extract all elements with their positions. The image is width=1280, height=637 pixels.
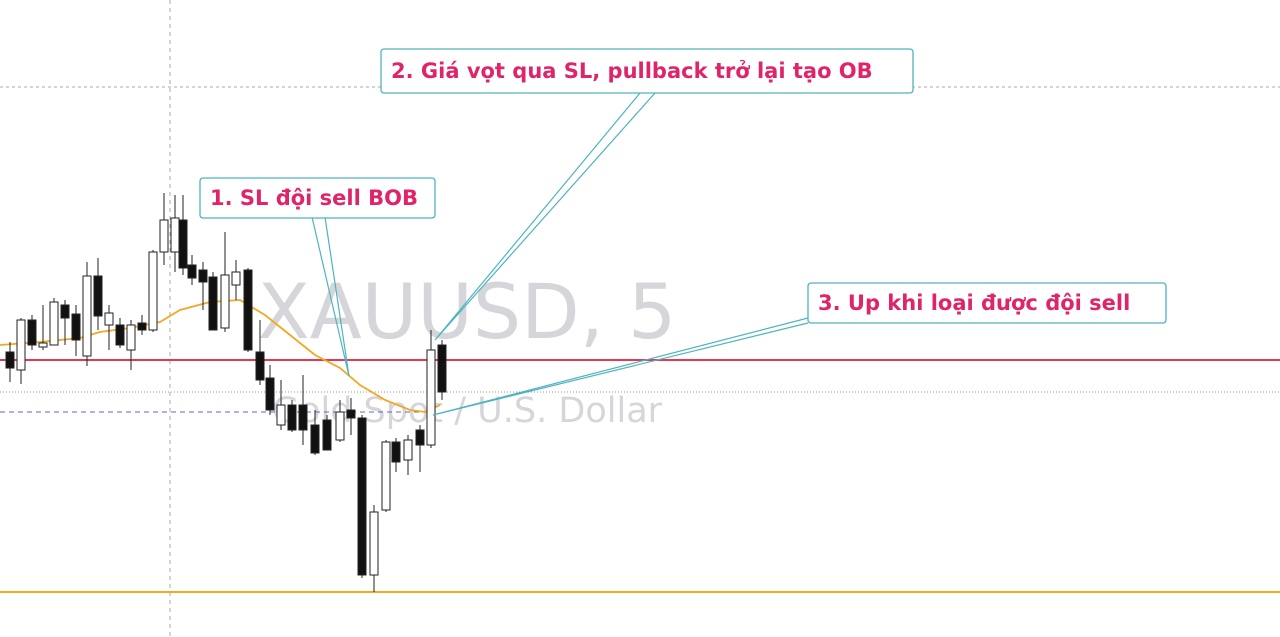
annotation-text: 2. Giá vọt qua SL, pullback trở lại tạo … <box>391 59 873 83</box>
candle-body <box>170 217 180 253</box>
candle-body <box>198 269 208 283</box>
candle-body <box>82 275 92 357</box>
candle-body <box>403 439 413 461</box>
candle-body <box>71 313 81 341</box>
candles <box>5 193 447 592</box>
annotation-text: 3. Up khi loại được đội sell <box>818 291 1130 315</box>
annotation-box <box>199 177 436 219</box>
candle-body <box>287 404 297 431</box>
candle-body <box>137 322 147 331</box>
candle-body <box>437 344 447 393</box>
annotation: 1. SL đội sell BOB <box>199 177 436 377</box>
annotation-box <box>807 282 1167 324</box>
candle-body <box>148 251 158 331</box>
candle-body <box>243 269 253 351</box>
candle-body <box>93 275 103 317</box>
annotation-text: 1. SL đội sell BOB <box>210 186 418 210</box>
candle-body <box>27 319 37 346</box>
candle-body <box>310 424 320 454</box>
candle-body <box>255 351 265 381</box>
annotation: 2. Giá vọt qua SL, pullback trở lại tạo … <box>380 48 914 341</box>
watermark-symbol: XAUUSD, 5 <box>258 267 677 356</box>
candle-body <box>60 304 70 319</box>
callout <box>432 317 809 416</box>
candle-body <box>159 219 169 253</box>
candle-body <box>369 511 379 576</box>
callout <box>434 92 656 341</box>
candle-body <box>265 377 275 411</box>
candle-body <box>231 271 241 286</box>
candle-body <box>104 312 114 326</box>
candle-body <box>126 324 136 351</box>
candle-body <box>276 404 286 426</box>
annotation-box <box>380 48 914 94</box>
candle-body <box>208 276 218 331</box>
candle-body <box>220 274 230 329</box>
candle-body <box>391 441 401 463</box>
candle-body <box>16 319 26 371</box>
callout <box>311 216 350 377</box>
candle-body <box>115 324 125 346</box>
candle-body <box>322 419 332 451</box>
candle-body <box>187 264 197 279</box>
candle-body <box>5 351 15 369</box>
candle-body <box>38 342 48 348</box>
candle-body <box>346 409 356 419</box>
candle-body <box>357 417 367 576</box>
candle-body <box>335 411 345 441</box>
candle-body <box>49 301 59 346</box>
candle-body <box>426 349 436 446</box>
candle-body <box>381 441 391 511</box>
candle-body <box>415 429 425 446</box>
candle-body <box>178 219 188 269</box>
candle-body <box>298 404 308 431</box>
annotation: 3. Up khi loại được đội sell <box>432 282 1167 416</box>
